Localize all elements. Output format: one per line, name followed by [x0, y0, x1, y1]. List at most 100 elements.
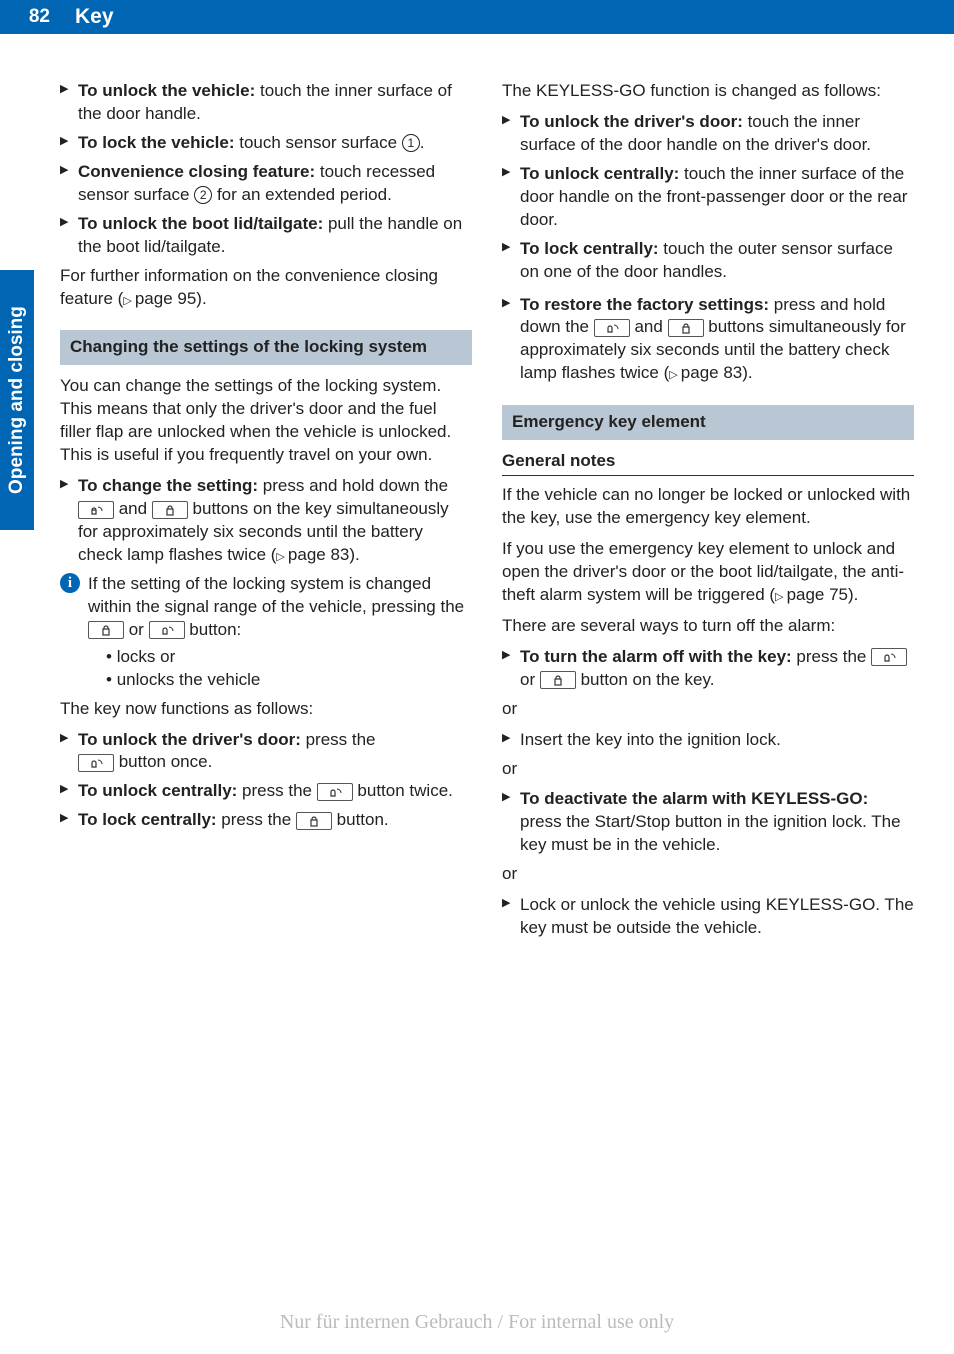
bold-label: To lock centrally:: [520, 239, 659, 258]
list-item: To unlock centrally: touch the inner sur…: [502, 163, 914, 232]
text: press the: [217, 810, 296, 829]
header-title: Key: [60, 0, 954, 34]
or-sep: or: [502, 698, 914, 721]
text: .: [420, 133, 425, 152]
change-bullet-list: To change the setting: press and hold do…: [60, 475, 472, 567]
header-bar: 82 Key: [0, 0, 954, 34]
page-ref: page 75: [775, 585, 848, 604]
bold-label: Convenience closing feature:: [78, 162, 315, 181]
alarm-list: To deactivate the alarm with KEYLESS-GO:…: [502, 788, 914, 857]
alarm-list: Lock or unlock the vehicle using KEYLESS…: [502, 894, 914, 940]
list-item: To unlock centrally: press the button tw…: [60, 780, 472, 803]
unlock-key-icon: [78, 754, 114, 772]
change-intro: You can change the settings of the locki…: [60, 375, 472, 467]
unlock-key-icon: [149, 621, 185, 639]
kg-intro: The KEYLESS-GO function is changed as fo…: [502, 80, 914, 103]
text: press the Start/Stop button in the ignit…: [520, 812, 901, 854]
info-sub-list: locks or unlocks the vehicle: [88, 646, 472, 692]
ways-intro: There are several ways to turn off the a…: [502, 615, 914, 638]
text: touch sensor surface: [235, 133, 402, 152]
list-item: To unlock the driver's door: press the b…: [60, 729, 472, 775]
lock-key-icon: [668, 319, 704, 337]
text: or: [520, 670, 540, 689]
text: press the: [237, 781, 316, 800]
intro-bullets: To unlock the vehicle: touch the inner s…: [60, 80, 472, 259]
list-item: To unlock the vehicle: touch the inner s…: [60, 80, 472, 126]
unlock-key-icon: [871, 648, 907, 666]
info-icon: i: [60, 573, 80, 593]
text: ).: [196, 289, 206, 308]
list-item: Convenience closing feature: touch reces…: [60, 161, 472, 207]
alarm-list: To turn the alarm off with the key: pres…: [502, 646, 914, 692]
text: ).: [742, 363, 752, 382]
list-item: To deactivate the alarm with KEYLESS-GO:…: [502, 788, 914, 857]
lock-key-icon: [540, 671, 576, 689]
info-note: i If the setting of the locking system i…: [60, 573, 472, 692]
list-item: Insert the key into the ignition lock.: [502, 729, 914, 752]
circled-ref: 1: [402, 134, 420, 152]
lock-key-icon: [296, 812, 332, 830]
or-sep: or: [502, 863, 914, 886]
text: for an extended period.: [212, 185, 392, 204]
text: button on the key.: [576, 670, 715, 689]
page-ref: page 95: [123, 289, 196, 308]
side-tab: Opening and closing: [0, 270, 34, 530]
text: For further information on the convenien…: [60, 266, 438, 308]
sub-item: locks or: [106, 646, 472, 669]
follow-bullets: To unlock the driver's door: press the b…: [60, 729, 472, 833]
gen-notes-2: If you use the emergency key element to …: [502, 538, 914, 607]
section-heading: Changing the settings of the locking sys…: [60, 330, 472, 365]
sub-heading: General notes: [502, 450, 914, 476]
bold-label: To unlock the boot lid/tailgate:: [78, 214, 323, 233]
bold-label: To unlock centrally:: [520, 164, 679, 183]
text: If the setting of the locking system is …: [88, 574, 464, 616]
bold-label: To deactivate the alarm with KEYLESS-GO:: [520, 789, 868, 808]
list-item: Lock or unlock the vehicle using KEYLESS…: [502, 894, 914, 940]
bold-label: To lock centrally:: [78, 810, 217, 829]
text: and: [114, 499, 152, 518]
unlock-key-icon: [317, 783, 353, 801]
key-follows: The key now functions as follows:: [60, 698, 472, 721]
gen-notes-1: If the vehicle can no longer be locked o…: [502, 484, 914, 530]
bold-label: To unlock the driver's door:: [78, 730, 301, 749]
text: ).: [848, 585, 858, 604]
unlock-key-icon: [78, 501, 114, 519]
text: press and hold down the: [258, 476, 448, 495]
bold-label: To unlock the driver's door:: [520, 112, 743, 131]
text: button once.: [114, 752, 212, 771]
bold-label: To turn the alarm off with the key:: [520, 647, 792, 666]
list-item: To change the setting: press and hold do…: [60, 475, 472, 567]
kg-bullets: To unlock the driver's door: touch the i…: [502, 111, 914, 385]
lock-key-icon: [88, 621, 124, 639]
list-item: To unlock the driver's door: touch the i…: [502, 111, 914, 157]
text: press the: [792, 647, 871, 666]
text: button:: [185, 620, 242, 639]
circled-ref: 2: [194, 186, 212, 204]
list-item: To restore the factory settings: press a…: [502, 294, 914, 386]
page-ref: page 83: [276, 545, 349, 564]
bold-label: To restore the factory settings:: [520, 295, 769, 314]
content-area: To unlock the vehicle: touch the inner s…: [60, 80, 914, 1294]
lock-key-icon: [152, 501, 188, 519]
text: or: [124, 620, 149, 639]
alarm-list: Insert the key into the ignition lock.: [502, 729, 914, 752]
text: ).: [349, 545, 359, 564]
text: press the: [301, 730, 376, 749]
list-item: To lock centrally: press the button.: [60, 809, 472, 832]
list-item: To unlock the boot lid/tailgate: pull th…: [60, 213, 472, 259]
unlock-key-icon: [594, 319, 630, 337]
further-info: For further information on the convenien…: [60, 265, 472, 311]
or-sep: or: [502, 758, 914, 781]
bold-label: To unlock centrally:: [78, 781, 237, 800]
list-item: To lock centrally: touch the outer senso…: [502, 238, 914, 284]
page-number: 82: [0, 0, 60, 34]
bold-label: To lock the vehicle:: [78, 133, 235, 152]
text: button.: [332, 810, 389, 829]
bold-label: To unlock the vehicle:: [78, 81, 255, 100]
page-ref: page 83: [669, 363, 742, 382]
text: and: [630, 317, 668, 336]
bold-label: To change the setting:: [78, 476, 258, 495]
sub-item: unlocks the vehicle: [106, 669, 472, 692]
section-heading: Emergency key element: [502, 405, 914, 440]
text: button twice.: [353, 781, 453, 800]
